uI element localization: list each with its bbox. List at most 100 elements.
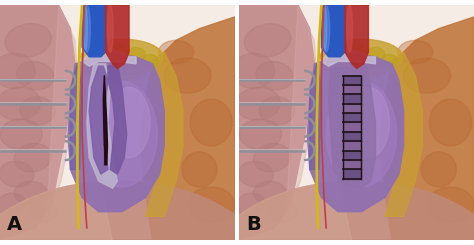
Polygon shape [286,5,317,216]
Ellipse shape [266,201,297,222]
Polygon shape [239,5,474,240]
Polygon shape [68,54,164,212]
Ellipse shape [236,87,281,120]
Polygon shape [345,5,368,69]
Polygon shape [141,17,235,240]
Ellipse shape [0,53,35,88]
Polygon shape [343,170,361,179]
Ellipse shape [188,187,235,222]
Ellipse shape [84,8,87,50]
Polygon shape [385,52,422,216]
Ellipse shape [0,119,42,149]
Ellipse shape [0,87,41,120]
Polygon shape [328,66,375,188]
Ellipse shape [238,161,273,187]
Ellipse shape [27,201,57,222]
Polygon shape [343,122,361,132]
Ellipse shape [182,152,217,187]
Polygon shape [343,113,361,122]
Polygon shape [343,160,361,170]
Ellipse shape [244,24,291,57]
Ellipse shape [17,61,54,90]
Ellipse shape [254,144,291,172]
Polygon shape [321,48,375,66]
Ellipse shape [254,181,286,205]
Ellipse shape [158,40,193,64]
Polygon shape [71,64,82,170]
Polygon shape [343,75,361,85]
Ellipse shape [0,161,34,187]
Ellipse shape [84,52,150,80]
Polygon shape [321,5,345,57]
Ellipse shape [324,52,390,80]
Ellipse shape [83,5,91,52]
Ellipse shape [107,44,128,60]
Ellipse shape [361,58,380,70]
Ellipse shape [421,152,456,187]
Polygon shape [82,5,106,57]
Polygon shape [0,5,75,240]
Polygon shape [343,151,361,160]
Ellipse shape [0,193,26,216]
Ellipse shape [239,119,282,149]
Ellipse shape [81,39,163,74]
Polygon shape [0,182,118,245]
Polygon shape [343,141,361,151]
Polygon shape [89,66,108,174]
Ellipse shape [256,61,293,90]
Ellipse shape [87,81,157,187]
Ellipse shape [5,24,52,57]
Ellipse shape [427,187,474,222]
Polygon shape [204,182,356,245]
Polygon shape [343,85,361,94]
Text: A: A [7,215,22,234]
Polygon shape [380,17,474,240]
Ellipse shape [107,5,113,52]
Ellipse shape [323,5,330,52]
Ellipse shape [320,39,402,74]
Ellipse shape [190,99,232,146]
Polygon shape [343,132,361,141]
Ellipse shape [347,87,390,158]
Ellipse shape [326,81,397,187]
Polygon shape [47,5,77,216]
Ellipse shape [14,181,47,205]
Ellipse shape [398,40,433,64]
Ellipse shape [346,5,353,52]
Polygon shape [308,54,403,212]
Polygon shape [310,64,321,170]
Polygon shape [87,64,118,188]
Polygon shape [204,181,474,245]
Ellipse shape [89,49,108,65]
Polygon shape [146,52,183,216]
Ellipse shape [20,97,55,125]
Ellipse shape [403,58,450,93]
Ellipse shape [108,87,150,158]
Ellipse shape [237,193,265,216]
Ellipse shape [232,53,274,88]
Ellipse shape [122,58,141,70]
Ellipse shape [259,97,294,125]
Ellipse shape [344,63,360,74]
Ellipse shape [328,49,347,65]
Ellipse shape [164,58,211,93]
Polygon shape [343,104,361,113]
Polygon shape [0,5,235,240]
Polygon shape [108,64,127,174]
Polygon shape [239,5,314,240]
Polygon shape [106,5,129,69]
Ellipse shape [429,99,472,146]
Ellipse shape [104,63,121,74]
Ellipse shape [366,48,385,61]
Ellipse shape [323,8,327,50]
Ellipse shape [381,54,398,69]
Polygon shape [0,181,270,245]
Polygon shape [82,48,136,66]
Polygon shape [103,75,108,165]
Polygon shape [343,94,361,104]
Ellipse shape [127,48,146,61]
Ellipse shape [142,54,158,69]
Text: B: B [246,215,261,234]
Ellipse shape [14,144,52,172]
Ellipse shape [346,44,367,60]
